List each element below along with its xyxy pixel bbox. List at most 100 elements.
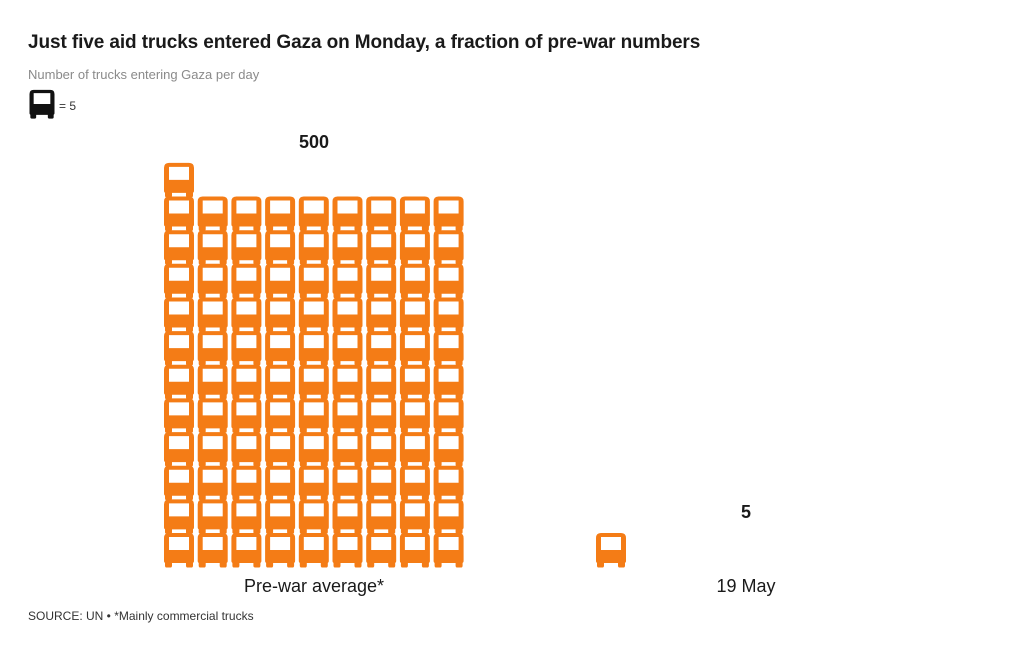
truck-icon [298, 196, 329, 231]
chart-title: Just five aid trucks entered Gaza on Mon… [28, 32, 701, 53]
legend-label: = 5 [59, 99, 77, 113]
truck-icon [164, 364, 194, 400]
truck-icon [332, 533, 363, 568]
truck-icon [433, 499, 464, 534]
value-label: 5 [741, 502, 751, 522]
truck-icon [298, 331, 329, 366]
truck-icon [231, 533, 262, 568]
truck-icon [265, 432, 296, 467]
truck-icon [366, 230, 397, 265]
truck-icon [332, 297, 363, 332]
truck-icon [231, 263, 262, 299]
truck-icon [366, 263, 397, 299]
truck-icon [231, 432, 262, 467]
truck-icon [197, 533, 228, 568]
legend: = 5 [28, 89, 76, 119]
truck-icon [197, 196, 228, 231]
truck-icon [197, 364, 228, 400]
truck-icon [332, 499, 363, 534]
truck-icon [332, 465, 363, 501]
truck-icon [298, 364, 329, 400]
truck-icon [265, 196, 296, 231]
category-label: Pre-war average* [244, 576, 384, 596]
truck-icon [197, 499, 228, 534]
truck-icon [433, 297, 464, 332]
truck-icon [433, 465, 464, 501]
truck-icon [231, 230, 262, 265]
truck-icon [265, 364, 296, 400]
truck-icon [332, 364, 363, 400]
truck-icon [366, 398, 397, 433]
truck-icon [265, 465, 296, 501]
truck-icon [164, 533, 194, 568]
truck-icon [433, 432, 464, 467]
truck-icon [265, 499, 296, 534]
truck-icon [399, 297, 430, 332]
truck-icon [197, 432, 228, 467]
truck-icon [399, 533, 430, 568]
truck-icon [366, 465, 397, 501]
truck-icon [164, 263, 194, 299]
truck-icon [28, 89, 56, 119]
truck-icon [197, 465, 228, 501]
truck-group [596, 533, 626, 568]
truck-icon [197, 331, 228, 366]
truck-icon [366, 196, 397, 231]
truck-icon [164, 230, 194, 265]
truck-icon [231, 499, 262, 534]
truck-icon [366, 297, 397, 332]
truck-icon [164, 432, 194, 467]
truck-icon [298, 297, 329, 332]
truck-icon [265, 297, 296, 332]
truck-icon [399, 499, 430, 534]
truck-icon [298, 263, 329, 299]
truck-icon [399, 263, 430, 299]
truck-icon [366, 364, 397, 400]
truck-icon [399, 331, 430, 366]
truck-icon [231, 297, 262, 332]
truck-icon [433, 196, 464, 231]
truck-icon [433, 398, 464, 433]
source-note: SOURCE: UN • *Mainly commercial trucks [28, 609, 254, 623]
truck-icon [197, 263, 228, 299]
truck-icon [197, 398, 228, 433]
truck-icon [231, 364, 262, 400]
truck-icon [332, 432, 363, 467]
truck-icon [197, 230, 228, 265]
truck-icon [433, 230, 464, 265]
truck-icon [332, 331, 363, 366]
truck-icon [366, 533, 397, 568]
truck-icon [231, 398, 262, 433]
truck-icon [298, 499, 329, 534]
truck-icon [265, 331, 296, 366]
truck-icon [265, 398, 296, 433]
truck-icon [265, 263, 296, 299]
truck-icon [433, 331, 464, 366]
truck-icon [399, 230, 430, 265]
category-label: 19 May [716, 576, 775, 596]
truck-icon [433, 263, 464, 299]
truck-icon [433, 533, 464, 568]
truck-icon [164, 162, 194, 198]
truck-icon [164, 398, 194, 433]
truck-icon [366, 499, 397, 534]
truck-icon [596, 533, 626, 568]
truck-icon [231, 196, 262, 231]
truck-icon [399, 432, 430, 467]
truck-icon [164, 331, 194, 366]
truck-icon [366, 432, 397, 467]
truck-icon [298, 465, 329, 501]
truck-icon [298, 230, 329, 265]
truck-icon [366, 331, 397, 366]
chart-subtitle: Number of trucks entering Gaza per day [28, 67, 260, 82]
truck-icon [332, 230, 363, 265]
truck-icon [399, 196, 430, 231]
truck-icon [399, 465, 430, 501]
truck-icon [197, 297, 228, 332]
truck-icon [231, 331, 262, 366]
truck-icon [164, 465, 194, 501]
truck-icon [332, 196, 363, 231]
truck-icon [164, 297, 194, 332]
truck-icon [298, 432, 329, 467]
